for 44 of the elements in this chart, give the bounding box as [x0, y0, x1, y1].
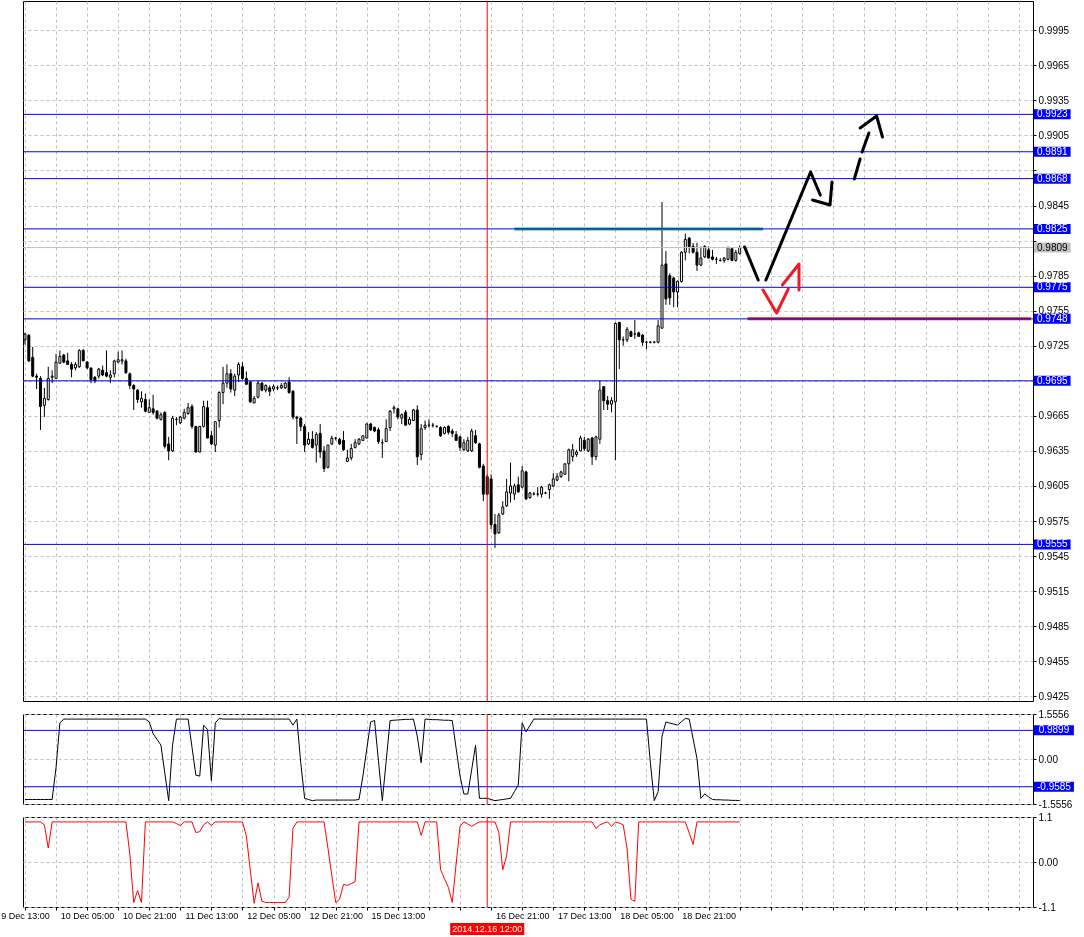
y-tick-label: 0.00	[1038, 753, 1059, 765]
x-tick-label: 16 Dec 21:00	[495, 910, 550, 921]
ref-line-label: 0.9825	[1037, 222, 1069, 234]
x-tick-label: 18 Dec 21:00	[682, 910, 736, 921]
y-tick-label: 0.9905	[1038, 129, 1070, 141]
y-tick-label: 0.9545	[1038, 550, 1070, 562]
ref-line-label: 0.9923	[1037, 108, 1069, 120]
x-tick-label: 11 Dec 13:00	[185, 910, 239, 921]
ref-line-label: 0.9891	[1037, 145, 1069, 157]
x-tick-label: 10 Dec 05:00	[60, 910, 115, 921]
x-tick-label: 12 Dec 21:00	[309, 910, 363, 921]
ref-line-label: -0.9585	[1037, 780, 1072, 792]
y-tick-label: 0.9965	[1038, 59, 1070, 71]
x-tick-label: 2014.12.16 12:00	[452, 924, 523, 934]
x-tick-label: 17 Dec 13:00	[558, 910, 612, 921]
ref-line-label: 0.9899	[1038, 724, 1070, 736]
y-tick-label: 0.9845	[1038, 200, 1070, 212]
y-tick-label: 0.9785	[1038, 270, 1070, 282]
y-tick-label: 0.9665	[1038, 410, 1070, 422]
y-tick-label: 1.1	[1038, 811, 1053, 823]
y-tick-label: 0.9575	[1038, 515, 1070, 527]
ref-line-label: 0.9775	[1037, 281, 1069, 293]
ref-line-label: 0.9555	[1037, 538, 1069, 550]
x-tick-label: 12 Dec 05:00	[247, 910, 301, 921]
x-tick-label: 10 Dec 21:00	[122, 910, 177, 921]
y-tick-label: 0.9995	[1038, 24, 1070, 36]
y-tick-label: -1.5556	[1038, 798, 1073, 810]
x-tick-label: 15 Dec 13:00	[371, 910, 426, 921]
y-tick-label: -1.1	[1038, 901, 1057, 913]
x-tick-label: 18 Dec 05:00	[620, 910, 674, 921]
ref-line-label: 0.9868	[1037, 172, 1069, 184]
ref-line-label: 0.9695	[1037, 374, 1069, 386]
y-tick-label: 0.9515	[1038, 585, 1070, 597]
y-tick-label: 0.9635	[1038, 445, 1070, 457]
y-tick-label: 0.9605	[1038, 480, 1070, 492]
y-tick-label: 0.9725	[1038, 340, 1070, 352]
y-tick-label: 0.00	[1038, 856, 1059, 868]
ref-line-label: 0.9809	[1037, 241, 1069, 253]
y-tick-label: 1.5556	[1038, 708, 1070, 720]
y-tick-label: 0.9455	[1038, 655, 1070, 667]
y-tick-label: 0.9485	[1038, 620, 1070, 632]
x-tick-label: 9 Dec 13:00	[1, 910, 50, 921]
y-tick-label: 0.9425	[1038, 690, 1070, 702]
y-tick-label: 0.9935	[1038, 94, 1070, 106]
